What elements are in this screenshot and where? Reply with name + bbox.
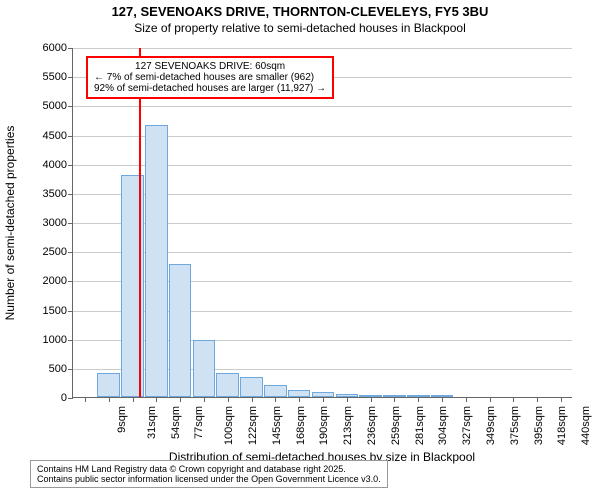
chart-title-1: 127, SEVENOAKS DRIVE, THORNTON-CLEVELEYS… (0, 4, 600, 19)
xtick-mark (109, 397, 110, 402)
xtick-mark (275, 397, 276, 402)
histogram-bar (169, 264, 192, 397)
xtick-label: 213sqm (342, 406, 354, 445)
info-box-line: 92% of semi-detached houses are larger (… (94, 83, 326, 94)
xtick-mark (513, 397, 514, 402)
xtick-mark (394, 397, 395, 402)
histogram-bar (193, 340, 216, 397)
footer-attribution: Contains HM Land Registry data © Crown c… (30, 460, 388, 488)
ytick-label: 3500 (43, 188, 73, 200)
xtick-mark (418, 397, 419, 402)
xtick-label: 77sqm (193, 406, 205, 439)
xtick-mark (490, 397, 491, 402)
xtick-label: 375sqm (509, 406, 521, 445)
xtick-label: 100sqm (223, 406, 235, 445)
histogram-bar (216, 373, 239, 398)
xtick-label: 395sqm (533, 406, 545, 445)
xtick-label: 418sqm (557, 406, 569, 445)
xtick-mark (156, 397, 157, 402)
xtick-mark (466, 397, 467, 402)
info-box-line: ← 7% of semi-detached houses are smaller… (94, 72, 326, 83)
plot-area: 0500100015002000250030003500400045005000… (72, 48, 572, 398)
xtick-mark (371, 397, 372, 402)
gridline (73, 106, 572, 107)
histogram-bar (97, 373, 120, 398)
xtick-mark (228, 397, 229, 402)
property-marker-line (139, 48, 141, 397)
xtick-mark (537, 397, 538, 402)
info-box-line: 127 SEVENOAKS DRIVE: 60sqm (94, 61, 326, 72)
xtick-label: 236sqm (366, 406, 378, 445)
xtick-mark (347, 397, 348, 402)
histogram-bar (264, 385, 287, 397)
xtick-label: 145sqm (271, 406, 283, 445)
ytick-label: 4000 (43, 159, 73, 171)
ytick-label: 2500 (43, 246, 73, 258)
ytick-label: 1500 (43, 305, 73, 317)
y-axis-label: Number of semi-detached properties (3, 48, 17, 398)
xtick-mark (252, 397, 253, 402)
xtick-mark (442, 397, 443, 402)
ytick-label: 1000 (43, 334, 73, 346)
xtick-label: 259sqm (390, 406, 402, 445)
xtick-label: 327sqm (461, 406, 473, 445)
xtick-label: 304sqm (438, 406, 450, 445)
ytick-label: 4500 (43, 130, 73, 142)
xtick-label: 190sqm (319, 406, 331, 445)
xtick-label: 9sqm (116, 406, 128, 433)
xtick-label: 31sqm (146, 406, 158, 439)
xtick-label: 168sqm (295, 406, 307, 445)
gridline (73, 48, 572, 49)
xtick-label: 281sqm (414, 406, 426, 445)
chart-container: 127, SEVENOAKS DRIVE, THORNTON-CLEVELEYS… (0, 0, 600, 500)
xtick-mark (323, 397, 324, 402)
ytick-label: 3000 (43, 217, 73, 229)
xtick-mark (204, 397, 205, 402)
xtick-label: 440sqm (580, 406, 592, 445)
xtick-mark (180, 397, 181, 402)
xtick-mark (133, 397, 134, 402)
ytick-label: 2000 (43, 275, 73, 287)
marker-info-box: 127 SEVENOAKS DRIVE: 60sqm← 7% of semi-d… (86, 56, 334, 99)
footer-line: Contains HM Land Registry data © Crown c… (37, 464, 381, 474)
histogram-bar (240, 377, 263, 397)
xtick-label: 54sqm (170, 406, 182, 439)
xtick-mark (561, 397, 562, 402)
ytick-label: 5500 (43, 71, 73, 83)
xtick-label: 349sqm (485, 406, 497, 445)
xtick-mark (85, 397, 86, 402)
ytick-label: 5000 (43, 100, 73, 112)
xtick-mark (299, 397, 300, 402)
footer-line: Contains public sector information licen… (37, 474, 381, 484)
ytick-label: 500 (49, 363, 73, 375)
histogram-bar (288, 390, 311, 397)
xtick-label: 122sqm (247, 406, 259, 445)
ytick-label: 0 (61, 392, 73, 404)
chart-title-2: Size of property relative to semi-detach… (0, 21, 600, 35)
ytick-label: 6000 (43, 42, 73, 54)
histogram-bar (145, 125, 168, 397)
